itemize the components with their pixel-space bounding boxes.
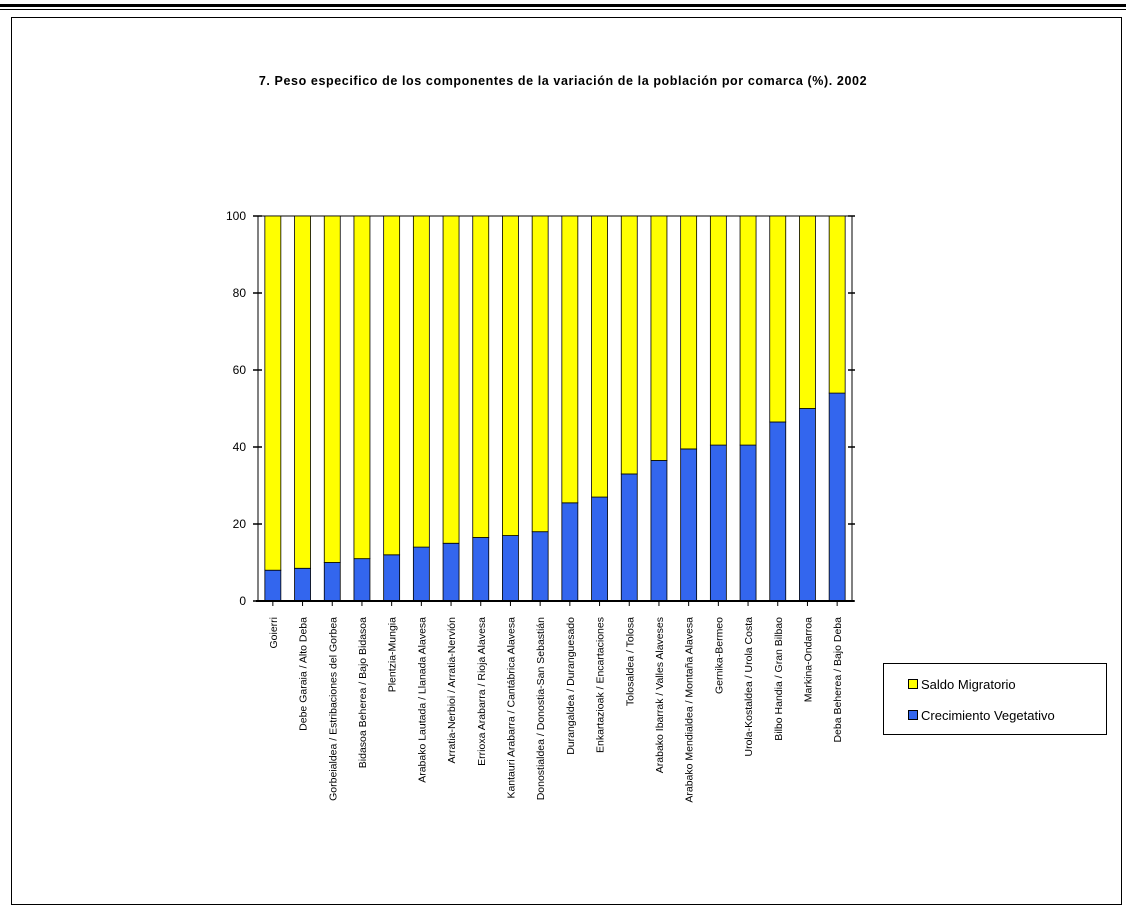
x-tick-label: Arratia-Nerbioi / Arratia-Nervión — [446, 617, 458, 764]
x-tick-label: Donostialdea / Donostia-San Sebastián — [535, 617, 547, 800]
x-tick-label: Durangaldea / Duranguesado — [565, 617, 577, 755]
bar-segment-crecimiento-vegetativo — [502, 535, 519, 602]
bar-segment-saldo-migratorio — [769, 215, 787, 423]
bar-segment-crecimiento-vegetativo — [680, 448, 698, 602]
y-tick-label: 100 — [226, 209, 246, 223]
x-tick-label: Tolosaldea / Tolosa — [624, 617, 636, 706]
chart-legend: Saldo Migratorio Crecimiento Vegetativo — [883, 663, 1107, 735]
x-tick-label: Gorbeialdea / Estribaciones del Gorbea — [327, 617, 339, 801]
bar-segment-crecimiento-vegetativo — [294, 567, 311, 602]
y-tick-label: 60 — [233, 363, 247, 377]
bar-segment-crecimiento-vegetativo — [828, 392, 846, 602]
legend-label-saldo-migratorio: Saldo Migratorio — [921, 676, 1016, 692]
x-tick-label: Bidasoa Beherea / Bajo Bidasoa — [357, 617, 369, 768]
x-tick-label: Kantauri Arabarra / Cantábrica Alavesa — [505, 617, 517, 799]
x-tick-label: Goierri — [268, 617, 280, 649]
y-tick-label: 20 — [233, 517, 247, 531]
bar-segment-saldo-migratorio — [680, 215, 698, 450]
bar-segment-crecimiento-vegetativo — [472, 537, 490, 602]
x-tick-label: Bilbo Handia / Gran Bilbao — [773, 617, 785, 741]
x-tick-label: Arabako Ibarrak / Valles Alaveses — [654, 617, 666, 773]
plot-area-border — [257, 215, 853, 602]
x-tick-label: Urola-Kostaldea / Urola Costa — [743, 617, 755, 757]
bar-segment-crecimiento-vegetativo — [620, 473, 638, 602]
y-tick-label: 0 — [239, 594, 246, 608]
x-tick-label: Plentzia-Mungia — [387, 617, 399, 692]
y-tick-label: 80 — [233, 286, 247, 300]
x-tick-label: Gernika-Bermeo — [713, 617, 725, 694]
bar-segment-saldo-migratorio — [531, 215, 549, 533]
bar-segment-crecimiento-vegetativo — [323, 562, 341, 602]
bar-segment-saldo-migratorio — [620, 215, 638, 475]
x-tick-label: Markina-Ondarroa — [802, 617, 814, 702]
bar-segment-saldo-migratorio — [353, 215, 371, 560]
x-tick-label: Arabako Mendialdea / Montaña Alavesa — [684, 617, 696, 803]
bar-segment-saldo-migratorio — [323, 215, 341, 563]
bar-segment-crecimiento-vegetativo — [442, 542, 460, 602]
legend-swatch-crecimiento-vegetativo — [908, 710, 918, 720]
x-tick-label: Deba Beherea / Bajo Deba — [832, 617, 844, 743]
top-rule-thin — [0, 9, 1126, 10]
chart-frame — [11, 17, 1122, 905]
bar-segment-saldo-migratorio — [472, 215, 490, 538]
x-tick-label: Arabako Lautada / Llanada Alavesa — [416, 617, 428, 783]
bar-segment-crecimiento-vegetativo — [264, 569, 282, 602]
bar-segment-saldo-migratorio — [412, 215, 430, 548]
legend-swatch-saldo-migratorio — [908, 679, 918, 689]
x-tick-label: Errioxa Arabarra / Rioja Alavesa — [476, 617, 488, 766]
top-rule-thick — [0, 4, 1126, 7]
legend-item-crecimiento-vegetativo: Crecimiento Vegetativo — [908, 707, 1055, 723]
bar-segment-crecimiento-vegetativo — [799, 408, 816, 602]
y-tick-label: 40 — [233, 440, 247, 454]
bar-segment-crecimiento-vegetativo — [531, 531, 549, 602]
legend-item-saldo-migratorio: Saldo Migratorio — [908, 676, 1016, 692]
bar-segment-crecimiento-vegetativo — [561, 502, 579, 602]
bar-segment-saldo-migratorio — [561, 215, 579, 504]
bar-segment-crecimiento-vegetativo — [412, 546, 430, 602]
legend-label-crecimiento-vegetativo: Crecimiento Vegetativo — [921, 707, 1055, 723]
bar-segment-crecimiento-vegetativo — [591, 496, 608, 602]
bar-segment-crecimiento-vegetativo — [709, 444, 727, 602]
bar-segment-crecimiento-vegetativo — [650, 460, 668, 602]
bar-segment-saldo-migratorio — [591, 215, 608, 498]
bar-segment-saldo-migratorio — [828, 215, 846, 394]
bar-segment-saldo-migratorio — [264, 215, 282, 571]
bar-segment-saldo-migratorio — [383, 215, 401, 556]
bar-segment-crecimiento-vegetativo — [769, 421, 787, 602]
x-tick-label: Debe Garaia / Alto Deba — [298, 617, 310, 731]
chart-title: 7. Peso especifico de los componentes de… — [258, 74, 868, 88]
bar-segment-saldo-migratorio — [502, 215, 519, 536]
bar-segment-saldo-migratorio — [799, 215, 816, 409]
bar-segment-saldo-migratorio — [650, 215, 668, 461]
bar-segment-saldo-migratorio — [442, 215, 460, 544]
bar-segment-crecimiento-vegetativo — [353, 558, 371, 602]
bar-segment-saldo-migratorio — [294, 215, 311, 569]
bar-segment-saldo-migratorio — [739, 215, 757, 446]
bar-segment-crecimiento-vegetativo — [383, 554, 401, 602]
bar-segment-crecimiento-vegetativo — [739, 444, 757, 602]
x-tick-label: Enkartazioak / Encartaciones — [595, 617, 607, 753]
bar-segment-saldo-migratorio — [709, 215, 727, 446]
